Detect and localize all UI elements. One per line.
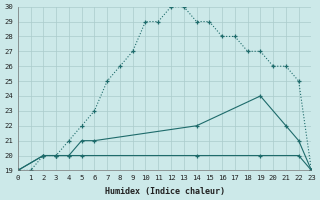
X-axis label: Humidex (Indice chaleur): Humidex (Indice chaleur) bbox=[105, 187, 225, 196]
